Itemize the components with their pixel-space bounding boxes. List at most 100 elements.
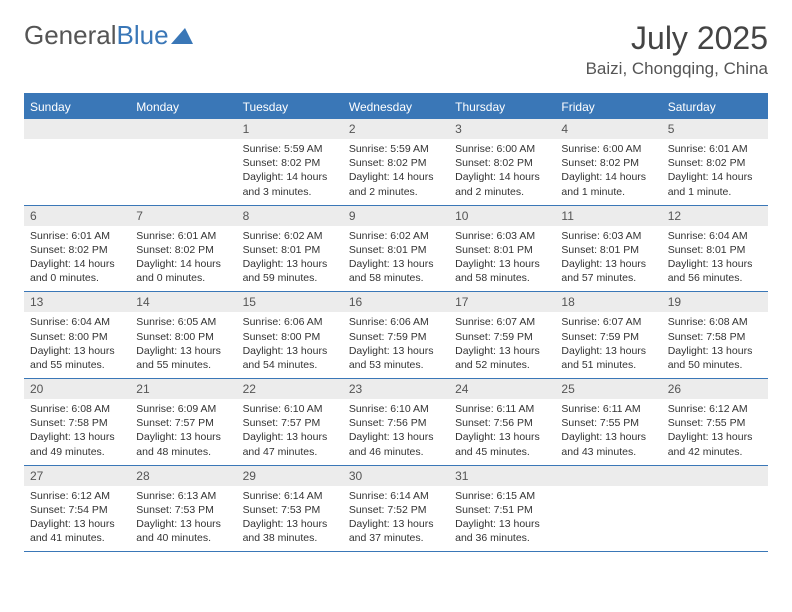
- brand-triangle-icon: [171, 28, 193, 44]
- day-header: Saturday: [662, 95, 768, 119]
- week-row: 6Sunrise: 6:01 AMSunset: 8:02 PMDaylight…: [24, 206, 768, 293]
- day-number: 14: [130, 292, 236, 312]
- day-cell: [130, 119, 236, 205]
- week-row: 1Sunrise: 5:59 AMSunset: 8:02 PMDaylight…: [24, 119, 768, 206]
- day-cell: 26Sunrise: 6:12 AMSunset: 7:55 PMDayligh…: [662, 379, 768, 465]
- day-body: Sunrise: 6:02 AMSunset: 8:01 PMDaylight:…: [343, 226, 449, 292]
- day-cell: 5Sunrise: 6:01 AMSunset: 8:02 PMDaylight…: [662, 119, 768, 205]
- day-header: Wednesday: [343, 95, 449, 119]
- day-body: Sunrise: 6:05 AMSunset: 8:00 PMDaylight:…: [130, 312, 236, 378]
- day-cell: 29Sunrise: 6:14 AMSunset: 7:53 PMDayligh…: [237, 466, 343, 552]
- day-body: Sunrise: 6:11 AMSunset: 7:55 PMDaylight:…: [555, 399, 661, 465]
- day-body: Sunrise: 6:01 AMSunset: 8:02 PMDaylight:…: [130, 226, 236, 292]
- day-body: Sunrise: 6:03 AMSunset: 8:01 PMDaylight:…: [555, 226, 661, 292]
- day-number: 5: [662, 119, 768, 139]
- day-number: 20: [24, 379, 130, 399]
- day-body: Sunrise: 6:13 AMSunset: 7:53 PMDaylight:…: [130, 486, 236, 552]
- day-cell: 8Sunrise: 6:02 AMSunset: 8:01 PMDaylight…: [237, 206, 343, 292]
- day-body: Sunrise: 6:07 AMSunset: 7:59 PMDaylight:…: [555, 312, 661, 378]
- day-number: 17: [449, 292, 555, 312]
- day-body: Sunrise: 6:14 AMSunset: 7:52 PMDaylight:…: [343, 486, 449, 552]
- day-cell: 3Sunrise: 6:00 AMSunset: 8:02 PMDaylight…: [449, 119, 555, 205]
- day-body: Sunrise: 6:11 AMSunset: 7:56 PMDaylight:…: [449, 399, 555, 465]
- day-cell: [555, 466, 661, 552]
- day-number: 28: [130, 466, 236, 486]
- day-body: Sunrise: 5:59 AMSunset: 8:02 PMDaylight:…: [237, 139, 343, 205]
- day-number: [555, 466, 661, 486]
- day-cell: 31Sunrise: 6:15 AMSunset: 7:51 PMDayligh…: [449, 466, 555, 552]
- header: GeneralBlue July 2025 Baizi, Chongqing, …: [24, 20, 768, 79]
- title-block: July 2025 Baizi, Chongqing, China: [586, 20, 768, 79]
- day-header: Friday: [555, 95, 661, 119]
- calendar: SundayMondayTuesdayWednesdayThursdayFrid…: [24, 93, 768, 552]
- day-number: 10: [449, 206, 555, 226]
- day-number: 6: [24, 206, 130, 226]
- location: Baizi, Chongqing, China: [586, 59, 768, 79]
- day-cell: 30Sunrise: 6:14 AMSunset: 7:52 PMDayligh…: [343, 466, 449, 552]
- day-cell: [24, 119, 130, 205]
- day-cell: 28Sunrise: 6:13 AMSunset: 7:53 PMDayligh…: [130, 466, 236, 552]
- day-body: [555, 486, 661, 509]
- day-number: 2: [343, 119, 449, 139]
- day-body: Sunrise: 6:00 AMSunset: 8:02 PMDaylight:…: [449, 139, 555, 205]
- day-body: Sunrise: 6:00 AMSunset: 8:02 PMDaylight:…: [555, 139, 661, 205]
- day-cell: 23Sunrise: 6:10 AMSunset: 7:56 PMDayligh…: [343, 379, 449, 465]
- day-number: 13: [24, 292, 130, 312]
- day-cell: 2Sunrise: 5:59 AMSunset: 8:02 PMDaylight…: [343, 119, 449, 205]
- day-cell: 15Sunrise: 6:06 AMSunset: 8:00 PMDayligh…: [237, 292, 343, 378]
- day-cell: 20Sunrise: 6:08 AMSunset: 7:58 PMDayligh…: [24, 379, 130, 465]
- weeks-container: 1Sunrise: 5:59 AMSunset: 8:02 PMDaylight…: [24, 119, 768, 552]
- brand-part2: Blue: [117, 20, 169, 51]
- day-body: Sunrise: 6:06 AMSunset: 7:59 PMDaylight:…: [343, 312, 449, 378]
- day-header-row: SundayMondayTuesdayWednesdayThursdayFrid…: [24, 95, 768, 119]
- day-body: Sunrise: 6:01 AMSunset: 8:02 PMDaylight:…: [24, 226, 130, 292]
- day-number: [662, 466, 768, 486]
- day-header: Thursday: [449, 95, 555, 119]
- day-number: 22: [237, 379, 343, 399]
- day-body: Sunrise: 6:12 AMSunset: 7:55 PMDaylight:…: [662, 399, 768, 465]
- brand-logo: GeneralBlue: [24, 20, 193, 51]
- day-body: Sunrise: 6:02 AMSunset: 8:01 PMDaylight:…: [237, 226, 343, 292]
- day-number: 19: [662, 292, 768, 312]
- day-number: 7: [130, 206, 236, 226]
- day-cell: 19Sunrise: 6:08 AMSunset: 7:58 PMDayligh…: [662, 292, 768, 378]
- day-cell: 9Sunrise: 6:02 AMSunset: 8:01 PMDaylight…: [343, 206, 449, 292]
- day-body: Sunrise: 6:09 AMSunset: 7:57 PMDaylight:…: [130, 399, 236, 465]
- day-number: 16: [343, 292, 449, 312]
- day-number: 12: [662, 206, 768, 226]
- day-cell: 16Sunrise: 6:06 AMSunset: 7:59 PMDayligh…: [343, 292, 449, 378]
- day-body: Sunrise: 6:07 AMSunset: 7:59 PMDaylight:…: [449, 312, 555, 378]
- day-cell: 11Sunrise: 6:03 AMSunset: 8:01 PMDayligh…: [555, 206, 661, 292]
- day-number: 30: [343, 466, 449, 486]
- week-row: 20Sunrise: 6:08 AMSunset: 7:58 PMDayligh…: [24, 379, 768, 466]
- day-number: 21: [130, 379, 236, 399]
- day-cell: 21Sunrise: 6:09 AMSunset: 7:57 PMDayligh…: [130, 379, 236, 465]
- day-number: 9: [343, 206, 449, 226]
- day-cell: [662, 466, 768, 552]
- day-body: Sunrise: 6:04 AMSunset: 8:01 PMDaylight:…: [662, 226, 768, 292]
- week-row: 13Sunrise: 6:04 AMSunset: 8:00 PMDayligh…: [24, 292, 768, 379]
- day-number: 27: [24, 466, 130, 486]
- day-number: 15: [237, 292, 343, 312]
- day-body: Sunrise: 6:14 AMSunset: 7:53 PMDaylight:…: [237, 486, 343, 552]
- day-body: Sunrise: 6:04 AMSunset: 8:00 PMDaylight:…: [24, 312, 130, 378]
- day-body: [24, 139, 130, 162]
- day-body: [662, 486, 768, 509]
- day-cell: 18Sunrise: 6:07 AMSunset: 7:59 PMDayligh…: [555, 292, 661, 378]
- day-number: 18: [555, 292, 661, 312]
- day-number: 11: [555, 206, 661, 226]
- day-cell: 24Sunrise: 6:11 AMSunset: 7:56 PMDayligh…: [449, 379, 555, 465]
- day-cell: 1Sunrise: 5:59 AMSunset: 8:02 PMDaylight…: [237, 119, 343, 205]
- day-number: 25: [555, 379, 661, 399]
- day-number: [130, 119, 236, 139]
- day-number: 8: [237, 206, 343, 226]
- day-number: 1: [237, 119, 343, 139]
- day-number: 3: [449, 119, 555, 139]
- day-body: Sunrise: 6:08 AMSunset: 7:58 PMDaylight:…: [24, 399, 130, 465]
- day-body: Sunrise: 6:15 AMSunset: 7:51 PMDaylight:…: [449, 486, 555, 552]
- brand-part1: General: [24, 20, 117, 51]
- day-cell: 12Sunrise: 6:04 AMSunset: 8:01 PMDayligh…: [662, 206, 768, 292]
- day-cell: 4Sunrise: 6:00 AMSunset: 8:02 PMDaylight…: [555, 119, 661, 205]
- day-number: 4: [555, 119, 661, 139]
- day-cell: 25Sunrise: 6:11 AMSunset: 7:55 PMDayligh…: [555, 379, 661, 465]
